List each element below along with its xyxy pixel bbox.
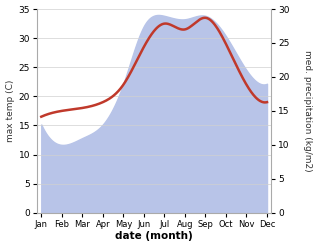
Y-axis label: med. precipitation (kg/m2): med. precipitation (kg/m2)	[303, 50, 313, 172]
X-axis label: date (month): date (month)	[115, 231, 193, 242]
Y-axis label: max temp (C): max temp (C)	[5, 80, 15, 142]
